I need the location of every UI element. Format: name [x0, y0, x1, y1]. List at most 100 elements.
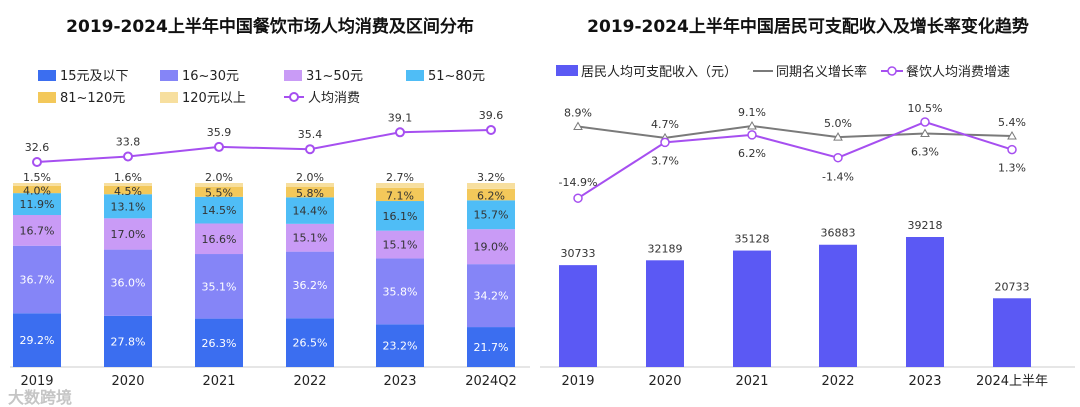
bar-segment: [376, 183, 424, 188]
data-label: 26.3%: [202, 337, 237, 350]
legend-label: 16~30元: [182, 69, 239, 84]
bar-segment: [286, 183, 334, 187]
x-tick-label: 2023: [383, 374, 416, 389]
legend-label: 51~80元: [428, 69, 485, 84]
consumption-growth-label: -14.9%: [559, 176, 598, 189]
legend-swatch: [406, 70, 424, 81]
right-chart-title: 2019-2024上半年中国居民可支配收入及增长率变化趋势: [587, 16, 1029, 37]
line-label: 35.9: [207, 126, 232, 139]
x-tick-label: 2021: [202, 374, 235, 389]
bar-segment: [104, 183, 152, 186]
legend-label: 人均消费: [308, 91, 360, 106]
data-label: 26.5%: [293, 337, 328, 350]
x-tick-label: 2024上半年: [976, 374, 1048, 389]
data-label: 36.0%: [111, 277, 146, 290]
line-point: [395, 127, 405, 138]
legend-swatch: [160, 92, 178, 103]
bar-segment: [195, 196, 243, 224]
data-label: 3.2%: [477, 171, 505, 184]
bar-label: 35128: [735, 233, 770, 246]
bar-label: 20733: [995, 280, 1030, 293]
data-label: 1.6%: [114, 171, 142, 184]
growth-label: 5.0%: [824, 117, 852, 130]
data-label: 1.5%: [23, 171, 51, 184]
bar-segment: [195, 183, 243, 187]
bar-segment: [104, 194, 152, 219]
data-label: 11.9%: [20, 198, 55, 211]
x-tick-label: 2024Q2: [465, 374, 517, 389]
data-label: 7.1%: [386, 190, 414, 203]
bar-segment: [13, 185, 61, 194]
data-label: 14.4%: [293, 205, 328, 218]
income-bar: [733, 250, 771, 367]
growth-label: 5.4%: [998, 116, 1026, 129]
legend-label: 120元以上: [182, 91, 246, 106]
bar-segment: [195, 318, 243, 367]
legend-label: 31~50元: [306, 69, 363, 84]
bar-segment: [104, 218, 152, 250]
income-bar: [906, 237, 944, 367]
triangle-point: [747, 120, 757, 130]
triangle-point: [920, 128, 930, 138]
data-label: 21.7%: [474, 341, 509, 354]
bar-label: 39218: [908, 219, 943, 232]
bar-segment: [467, 327, 515, 367]
consumption-growth-label: 3.7%: [651, 154, 679, 167]
data-label: 2.7%: [386, 171, 414, 184]
data-label: 34.2%: [474, 290, 509, 303]
line-label: 39.1: [388, 111, 413, 124]
bar-label: 32189: [648, 242, 683, 255]
bar-segment: [286, 318, 334, 367]
bar-segment: [104, 185, 152, 195]
circle-point: [747, 130, 757, 140]
legend-label: 同期名义增长率: [776, 64, 867, 80]
triangle-point: [833, 132, 843, 141]
data-label: 5.5%: [205, 187, 233, 200]
x-tick-label: 2021: [735, 374, 768, 389]
data-label: 2.0%: [205, 171, 233, 184]
bar-label: 30733: [561, 247, 596, 260]
growth-label: 9.1%: [738, 106, 766, 119]
data-label: 27.8%: [111, 335, 146, 348]
bar-segment: [286, 197, 334, 224]
bar-segment: [376, 187, 424, 202]
data-label: 5.8%: [296, 187, 324, 200]
data-label: 4.0%: [23, 184, 51, 197]
legend-label: 居民人均可支配收入（元）: [581, 65, 737, 80]
bar-segment: [104, 315, 152, 367]
bar-segment: [104, 249, 152, 316]
bar-segment: [376, 230, 424, 259]
data-label: 19.0%: [474, 241, 509, 254]
income-bar: [993, 298, 1031, 367]
consumption-growth-label: 10.5%: [908, 102, 943, 115]
legend-swatch: [284, 70, 302, 81]
consumption-growth-label: 6.2%: [738, 147, 766, 160]
triangle-point: [573, 121, 583, 131]
growth-label: 4.7%: [651, 118, 679, 131]
data-label: 6.2%: [477, 190, 505, 203]
income-bar: [559, 265, 597, 367]
bar-segment: [195, 223, 243, 255]
legend-swatch: [556, 65, 578, 76]
watermark: 大数跨境: [8, 388, 73, 407]
x-tick-label: 2022: [293, 374, 326, 389]
line-point: [214, 141, 224, 152]
line-point: [486, 125, 496, 135]
circle-point: [920, 117, 930, 127]
data-label: 23.2%: [383, 340, 418, 353]
x-tick-label: 2020: [111, 374, 144, 389]
consumption-growth-line: [577, 120, 1013, 200]
bar-label: 36883: [821, 227, 856, 240]
bar-segment: [467, 183, 515, 189]
bar-segment: [195, 254, 243, 319]
legend-swatch: [160, 70, 178, 81]
bar-segment: [467, 200, 515, 230]
data-label: 16.1%: [383, 210, 418, 223]
growth-label: 8.9%: [564, 107, 592, 120]
triangle-point: [1007, 130, 1017, 140]
data-label: 16.6%: [202, 233, 237, 246]
bar-segment: [13, 245, 61, 314]
bar-segment: [286, 223, 334, 252]
line-label: 32.6: [25, 141, 50, 154]
bar-segment: [13, 313, 61, 367]
